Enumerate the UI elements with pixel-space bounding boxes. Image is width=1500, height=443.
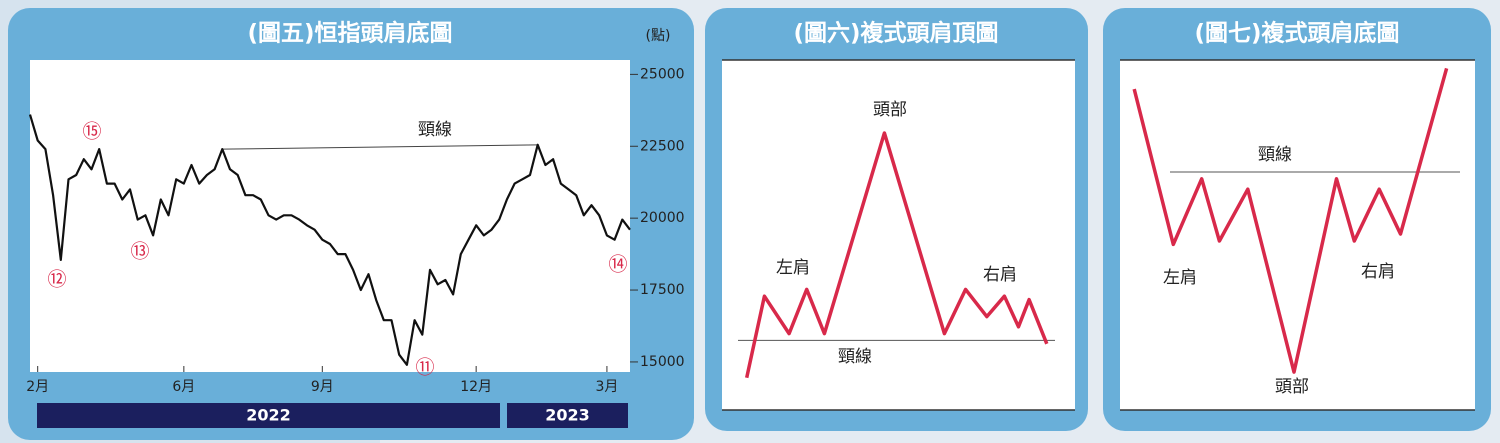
neckline-label: 頸線 (1258, 145, 1292, 165)
annotation: 左肩 (776, 258, 810, 278)
x-tick-label: 6月 (172, 379, 195, 395)
y-tick-label: 17500 (640, 282, 685, 298)
annotation: 右肩 (983, 265, 1017, 285)
x-tick-label: 3月 (595, 379, 618, 395)
annotation: 頭部 (1275, 377, 1309, 397)
annotation: 右肩 (1361, 262, 1395, 282)
x-tick-label: 9月 (311, 379, 334, 395)
annotation: ⑪ (415, 357, 434, 379)
chart-title: (圖七)複式頭肩底圖 (1194, 20, 1399, 47)
annotation: ⑭ (608, 254, 627, 276)
data-line (744, 131, 1049, 379)
data-line (1132, 67, 1449, 374)
neckline-label: 頸線 (838, 347, 872, 367)
annotation: ⑬ (130, 241, 149, 263)
x-tick-label: 12月 (460, 379, 492, 395)
data-line (28, 114, 631, 366)
annotation: ⑮ (82, 121, 101, 143)
annotation: 頸線 (418, 120, 452, 140)
annotation: 左肩 (1163, 268, 1197, 288)
y-tick-label: 25000 (640, 66, 685, 82)
period-label: 2022 (246, 406, 291, 425)
y-tick-label: 20000 (640, 210, 685, 226)
y-tick-label: 22500 (640, 138, 685, 154)
neckline (222, 144, 538, 150)
plot-area (722, 60, 1075, 410)
annotation: ⑫ (47, 269, 66, 291)
y-tick-label: 15000 (640, 354, 685, 370)
plot-area (30, 60, 630, 372)
x-tick-label: 2月 (26, 379, 49, 395)
annotation: 頭部 (873, 100, 907, 120)
period-bar (37, 403, 500, 428)
period-bar (507, 403, 628, 428)
period-label: 2023 (545, 406, 590, 425)
y-unit: (點) (646, 28, 671, 44)
chart-title: (圖五)恒指頭肩底圖 (247, 20, 452, 47)
chart-title: (圖六)複式頭肩頂圖 (793, 20, 998, 47)
